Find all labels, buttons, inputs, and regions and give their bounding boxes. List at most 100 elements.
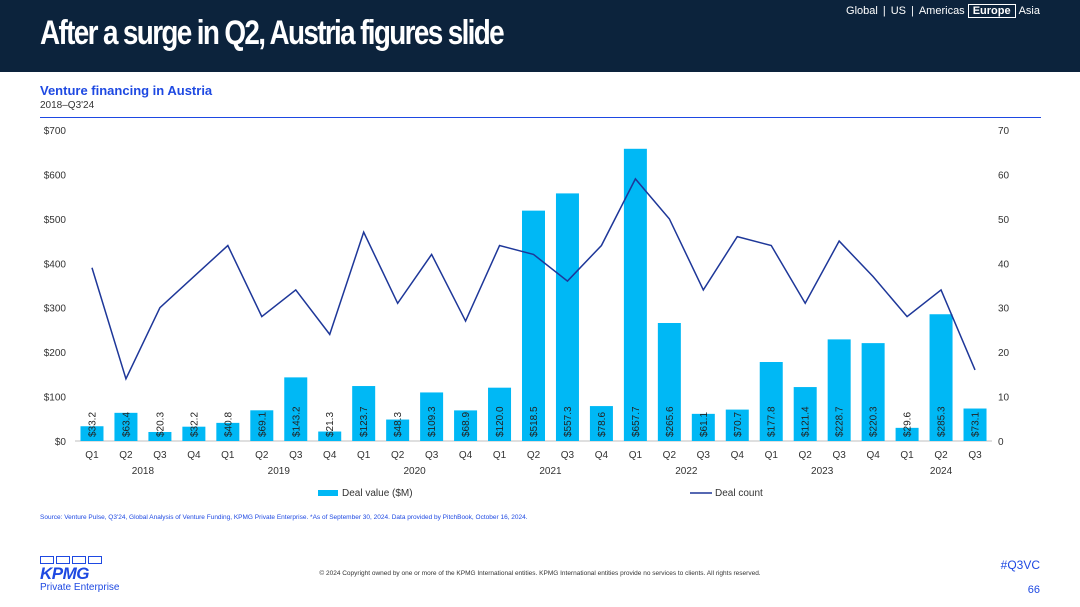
y-right-tick-label: 20 [998,348,1010,359]
nav-asia[interactable]: Asia [1018,5,1040,17]
x-tick-label-year: 2023 [811,466,834,477]
copyright: © 2024 Copyright owned by one or more of… [319,570,761,577]
nav-separator: | [910,5,914,17]
nav-us[interactable]: US [890,5,906,17]
bar-data-label: $143.2 [291,406,302,437]
bar-deal-value [929,314,953,441]
bar-data-label: $121.4 [801,406,812,437]
y-left-tick-label: $0 [55,437,67,448]
x-tick-label-quarter: Q3 [561,450,575,461]
x-tick-label-quarter: Q2 [527,450,541,461]
title-divider [40,117,1041,118]
bar-data-label: $109.3 [427,406,438,437]
bar-deal-value [963,408,987,441]
nav-europe[interactable]: Europe [967,4,1016,18]
logo-subtext: Private Enterprise [40,582,120,593]
bar-data-label: $61.1 [699,412,710,437]
x-tick-label-quarter: Q2 [934,450,948,461]
y-left-tick-label: $200 [44,348,67,359]
y-left-tick-label: $300 [44,304,67,315]
bar-deal-value [793,387,817,441]
x-tick-label-year: 2021 [539,466,562,477]
x-tick-label-quarter: Q1 [900,450,914,461]
bar-deal-value [657,322,681,441]
x-tick-label-quarter: Q3 [289,450,303,461]
x-tick-label-quarter: Q1 [493,450,507,461]
bar-data-label: $123.7 [359,406,370,437]
bar-data-label: $40.8 [223,412,234,437]
x-tick-label-year: 2024 [930,466,953,477]
bar-data-label: $78.6 [597,412,608,437]
x-tick-label-quarter: Q4 [459,450,473,461]
x-tick-label-year: 2019 [268,466,291,477]
bar-data-label: $228.7 [835,406,846,437]
x-tick-label-quarter: Q2 [119,450,133,461]
bar-deal-value [352,386,376,441]
y-right-tick-label: 10 [998,393,1010,404]
x-tick-label-quarter: Q4 [731,450,745,461]
logo-wordmark: KPMG [40,564,90,583]
bar-deal-value [522,210,545,441]
x-tick-label-quarter: Q4 [187,450,201,461]
y-right-tick-label: 0 [998,437,1004,448]
x-tick-label-quarter: Q3 [153,450,167,461]
bar-data-label: $69.1 [257,412,268,437]
bar-deal-value [250,410,274,441]
venture-financing-chart: $0 $100 $200 $300 $400 $500 $600 $700 0 10 20 30 40 5… [44,126,1010,499]
bar-deal-value [284,377,308,441]
legend-swatch-deal-value [318,490,338,496]
bar-data-label: $21.3 [325,412,336,437]
nav-global[interactable]: Global [846,5,878,17]
bar-data-label: $177.8 [767,406,778,437]
bar-data-label: $63.4 [121,412,132,437]
bar-data-label: $285.3 [937,406,948,437]
bar-deal-value [80,426,104,441]
x-tick-label-quarter: Q4 [323,450,337,461]
bar-deal-value [623,148,647,442]
bar-data-label: $33.2 [87,412,98,437]
bar-data-label: $220.3 [869,406,880,437]
bar-deal-value [318,431,342,441]
bar-data-label: $70.7 [733,412,744,437]
x-tick-label-quarter: Q1 [765,450,779,461]
x-tick-label-quarter: Q1 [221,450,235,461]
y-left-tick-label: $100 [44,393,67,404]
bar-deal-value [691,413,715,441]
page-number: 66 [1027,584,1040,596]
bar-data-label: $73.1 [971,412,982,437]
bar-data-label: $68.9 [461,412,472,437]
bar-data-label: $518.5 [529,406,540,437]
header-bar: After a surge in Q2, Austria figures sli… [0,0,1080,72]
y-left-tick-label: $500 [44,215,67,226]
bar-deal-value [827,339,851,441]
nav-americas[interactable]: Americas [918,5,965,17]
bar-deal-value [148,431,172,441]
source-note: Source: Venture Pulse, Q3'24, Global Ana… [40,514,528,521]
x-tick-label-quarter: Q3 [832,450,846,461]
x-tick-label-quarter: Q3 [425,450,439,461]
nav-separator: | [882,5,886,17]
x-tick-label-quarter: Q1 [85,450,99,461]
x-tick-label-year: 2022 [675,466,698,477]
bar-data-label: $32.2 [189,412,200,437]
y-right-tick-label: 40 [998,259,1010,270]
region-nav: Global | US | Americas Europe Asia [846,4,1040,18]
bar-data-label: $557.3 [563,406,574,437]
bar-deal-value [454,410,478,441]
x-tick-label-quarter: Q3 [968,450,982,461]
bar-deal-value [488,387,512,441]
bar-deal-value [182,426,206,441]
x-tick-label-quarter: Q2 [391,450,405,461]
bar-deal-value [759,362,783,441]
bar-deal-value [216,422,240,441]
bar-deal-value [861,343,885,441]
kpmg-logo: KPMG Private Enterprise [40,556,119,594]
bar-data-label: $120.0 [495,406,506,437]
bar-data-label: $657.7 [631,406,642,437]
bar-deal-value [420,392,444,441]
chart-subtitle: 2018–Q3'24 [40,100,95,111]
bar-deal-value [114,412,138,441]
legend-label-deal-count: Deal count [715,488,763,499]
bar-deal-value [895,427,919,441]
x-tick-label-quarter: Q3 [697,450,711,461]
